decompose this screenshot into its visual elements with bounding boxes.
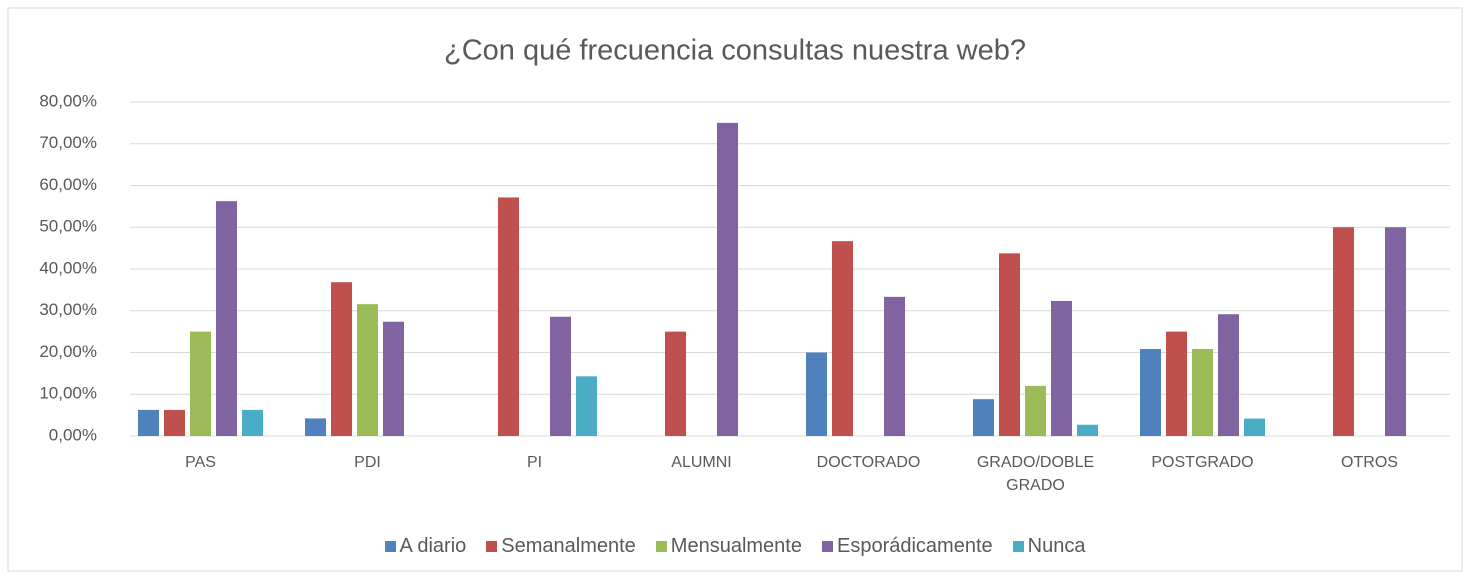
bar: [1218, 314, 1239, 436]
x-tick-label: PI: [526, 454, 543, 471]
bar: [1140, 349, 1161, 436]
bar: [305, 418, 326, 436]
legend-item: Semanalmente: [486, 535, 636, 558]
y-tick-label: 70,00%: [39, 133, 97, 152]
bar: [1333, 227, 1354, 436]
y-tick-label: 10,00%: [39, 384, 97, 403]
legend-swatch: [1012, 541, 1024, 552]
y-tick-label: 20,00%: [39, 342, 97, 361]
bar: [1051, 300, 1072, 436]
legend-item: A diario: [384, 535, 467, 558]
x-tick-label: ALUMNI: [671, 454, 732, 471]
y-tick-label: 40,00%: [39, 258, 97, 277]
bar: [1077, 424, 1098, 436]
y-tick-label: 50,00%: [39, 217, 97, 236]
bar: [331, 282, 352, 436]
bar: [216, 201, 237, 436]
bar: [1166, 331, 1187, 436]
y-tick-label: 0,00%: [49, 425, 97, 444]
legend-item: Esporádicamente: [821, 535, 993, 558]
bar: [1244, 418, 1265, 436]
bar: [1385, 227, 1406, 436]
bar: [1025, 385, 1046, 436]
x-tick-label: GRADO/DOBLE GRADO: [976, 454, 1095, 494]
legend-label: Esporádicamente: [836, 535, 993, 557]
legend-swatch: [384, 541, 396, 552]
bar: [999, 253, 1020, 436]
legend-label: Nunca: [1027, 535, 1086, 557]
legend-swatch: [655, 541, 667, 552]
bar: [665, 331, 686, 436]
y-tick-label: 30,00%: [39, 300, 97, 319]
legend-label: A diario: [399, 535, 467, 557]
bar: [190, 331, 211, 436]
legend: A diario Semanalmente Mensualmente Esporádi…: [0, 535, 1470, 558]
x-tick-label: OTROS: [1341, 454, 1398, 471]
x-tick-label: PAS: [185, 454, 216, 471]
bar: [576, 376, 597, 436]
bar: [806, 352, 827, 436]
legend-label: Semanalmente: [501, 535, 636, 557]
legend-item: Mensualmente: [655, 535, 802, 558]
legend-item: Nunca: [1012, 535, 1086, 558]
x-tick-label: DOCTORADO: [816, 454, 921, 471]
bar: [717, 122, 738, 436]
bar: [550, 316, 571, 436]
bar: [383, 321, 404, 436]
bar: [973, 399, 994, 436]
bar: [1192, 349, 1213, 436]
bar: [138, 409, 159, 436]
bar: [832, 241, 853, 436]
x-tick-label: POSTGRADO: [1151, 454, 1254, 471]
bar: [164, 409, 185, 436]
bar: [498, 197, 519, 436]
legend-label: Mensualmente: [670, 535, 802, 557]
bar: [357, 304, 378, 436]
legend-swatch: [486, 541, 498, 552]
y-tick-label: 60,00%: [39, 175, 97, 194]
y-tick-label: 80,00%: [39, 91, 97, 110]
chart-title: ¿Con qué frecuencia consultas nuestra we…: [444, 35, 1026, 67]
bar: [884, 296, 905, 436]
x-tick-label: PDI: [354, 454, 381, 471]
legend-swatch: [821, 541, 833, 552]
bar: [242, 409, 263, 436]
